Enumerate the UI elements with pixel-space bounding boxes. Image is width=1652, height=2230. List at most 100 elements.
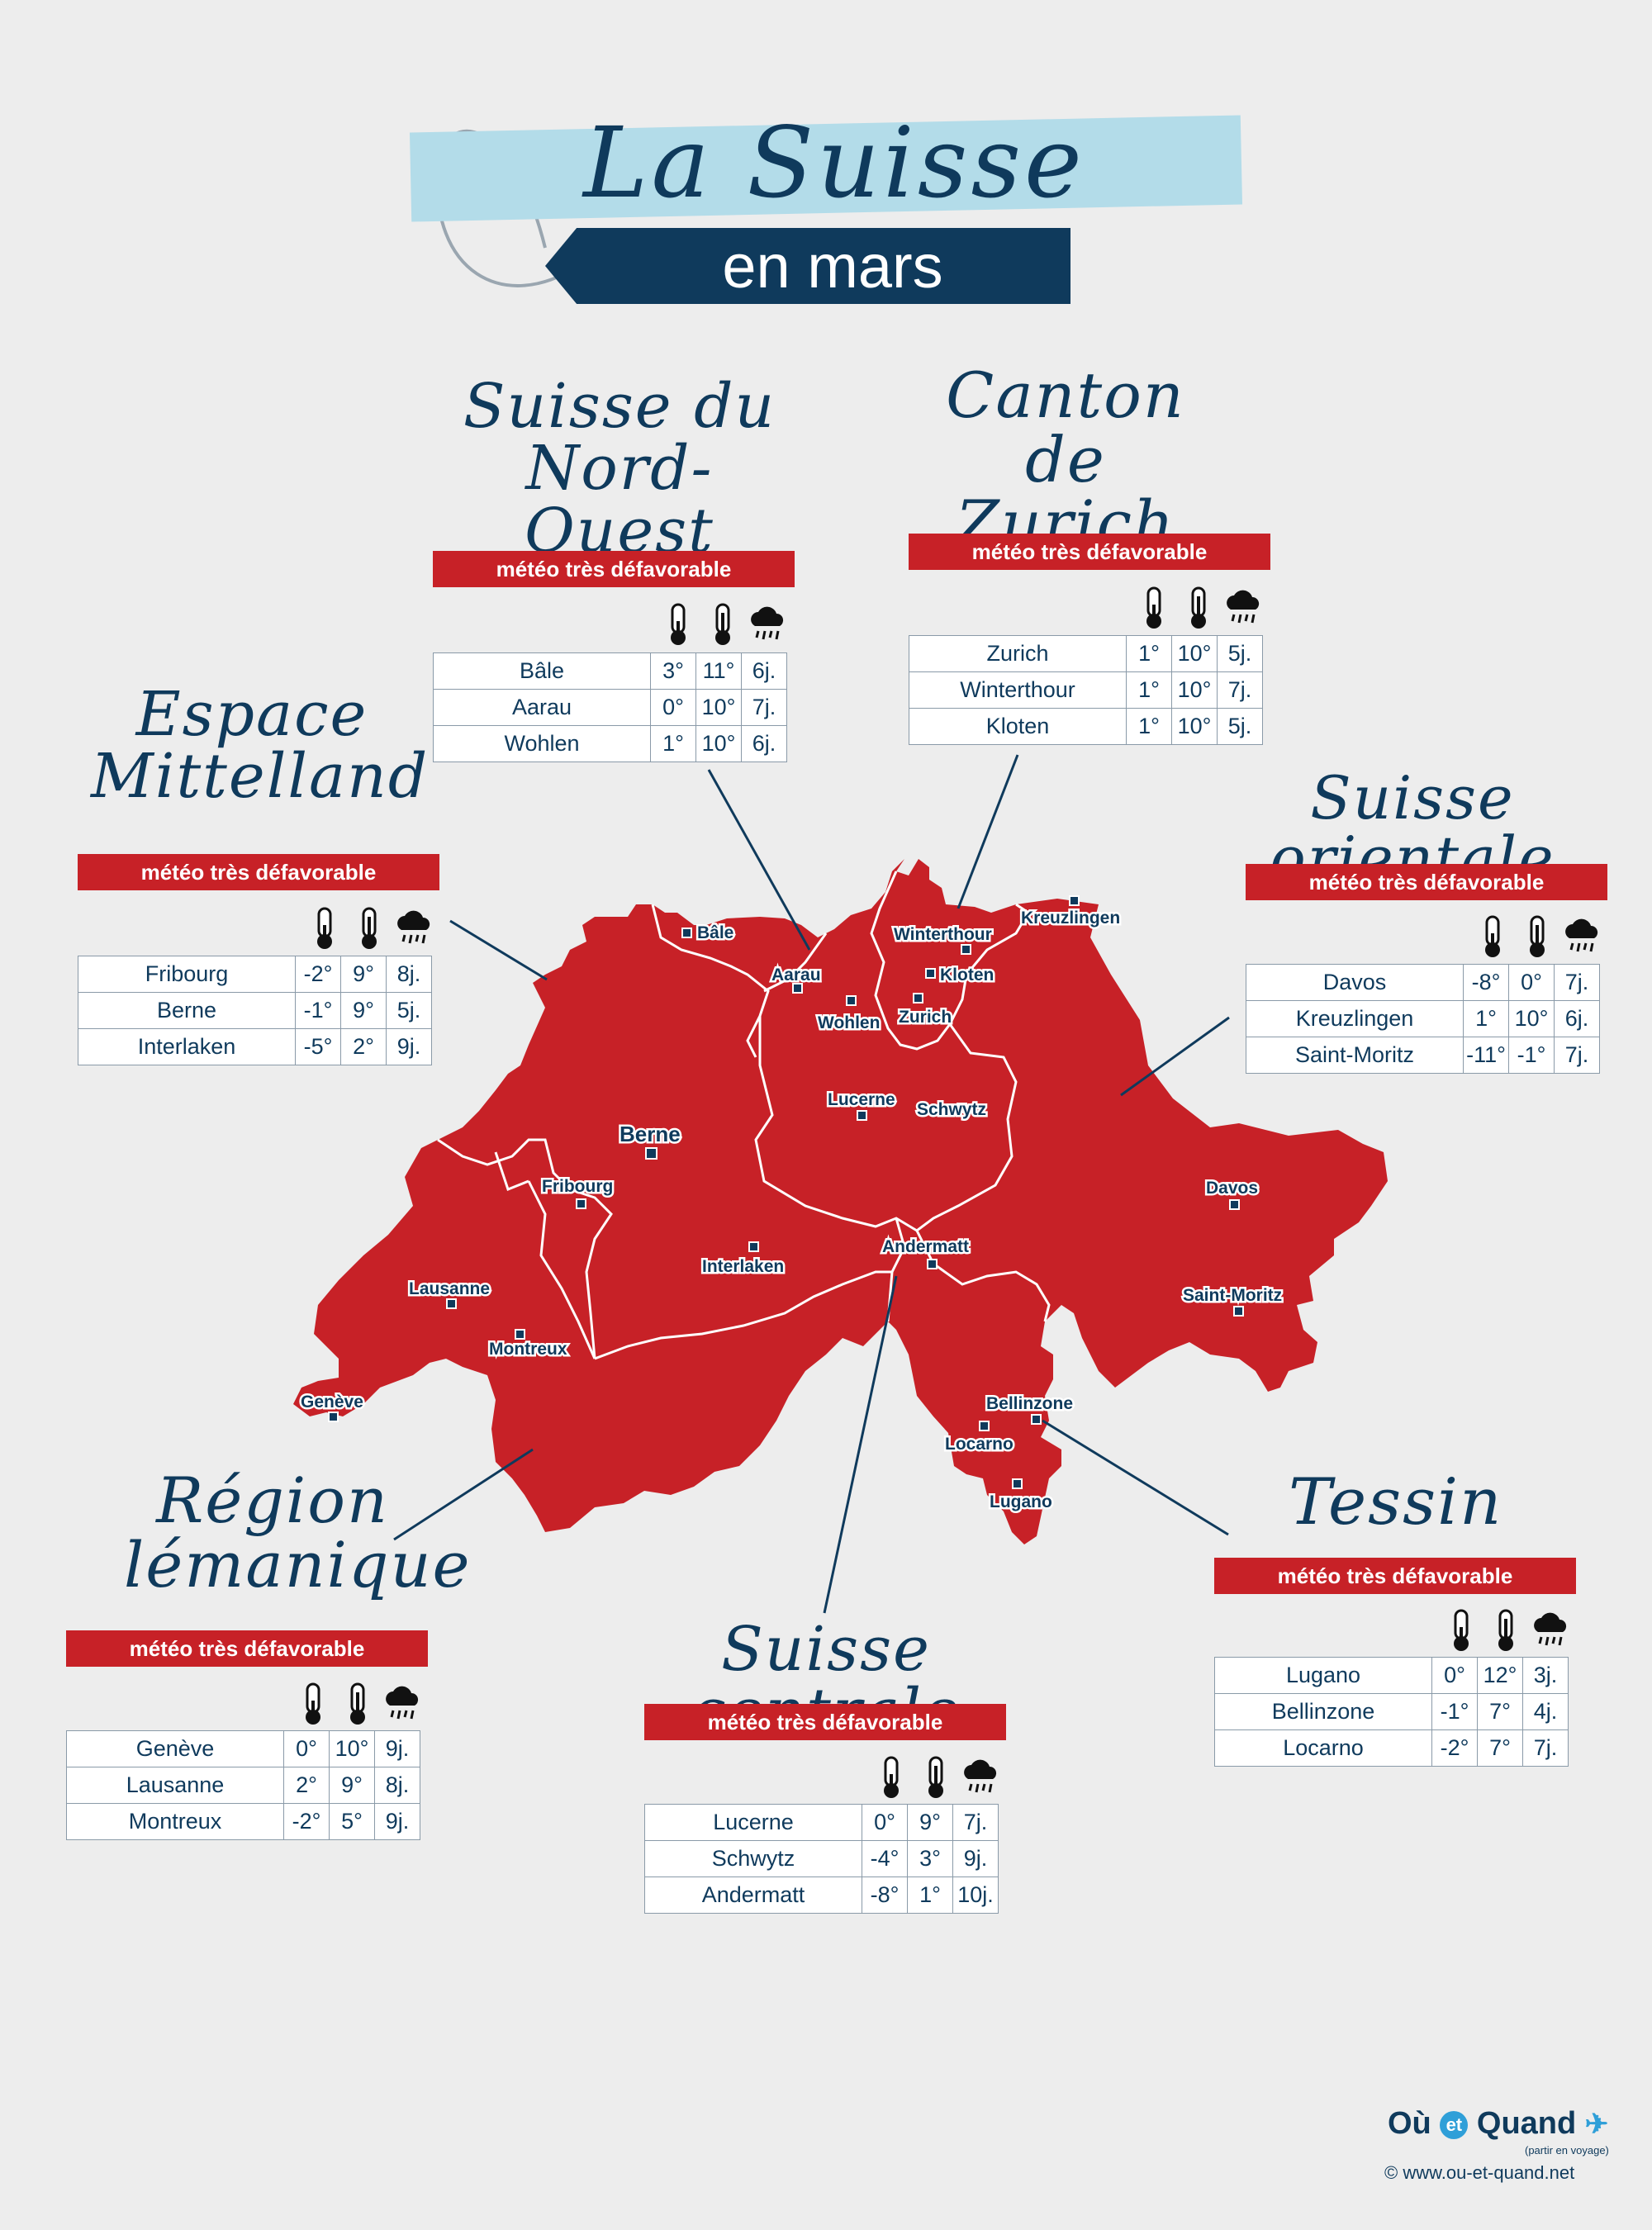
table-row: Andermatt -8° 1° 10j. (644, 1877, 999, 1914)
page-title: La Suisse (583, 106, 1085, 220)
max-cell: 7° (1477, 1729, 1523, 1767)
label-montreux: Montreux (489, 1340, 567, 1359)
fribourg-border (437, 1138, 613, 1359)
rain-cell: 7j. (1554, 1037, 1600, 1074)
marker-wohlen (846, 995, 857, 1006)
thermometer-min-icon (869, 1754, 914, 1801)
label-saint-moritz: Saint-Moritz (1183, 1286, 1282, 1305)
city-labels: Bâle Aarau Wohlen Zurich Winterthour Klo… (299, 907, 1284, 1514)
marker-zurich (913, 993, 923, 1004)
label-bellinzone: Bellinzone (986, 1394, 1073, 1413)
min-cell: 0° (862, 1804, 908, 1841)
city-cell: Berne (78, 992, 296, 1029)
marker-andermatt (927, 1259, 938, 1269)
marker-saint-moritz (1233, 1306, 1244, 1317)
table-row: Saint-Moritz -11° -1° 7j. (1246, 1037, 1600, 1074)
leader-centrale (823, 1275, 898, 1614)
lemanique-border (527, 1180, 892, 1360)
marker-berne (645, 1147, 657, 1160)
max-cell: 10° (329, 1730, 375, 1767)
city-cell: Genève (66, 1730, 284, 1767)
rain-cell: 4j. (1522, 1693, 1569, 1730)
label-zurich: Zurich (899, 1008, 952, 1027)
min-cell: -8° (1463, 964, 1509, 1001)
city-cell: Montreux (66, 1803, 284, 1840)
max-cell: 12° (1477, 1657, 1523, 1694)
max-cell: 10° (695, 725, 742, 762)
icons-nord-ouest (656, 601, 790, 648)
city-cell: Wohlen (433, 725, 651, 762)
region-title-zurich: Canton de Zurich (900, 363, 1231, 556)
rain-cloud-icon (1528, 1607, 1573, 1654)
marker-montreux (515, 1329, 525, 1340)
rain-cloud-icon (1559, 913, 1604, 960)
label-geneve: Genève (301, 1393, 363, 1412)
min-cell: 1° (1126, 635, 1172, 672)
region-title-line1: Suisse du (463, 371, 776, 442)
thermometer-min-icon (291, 1681, 335, 1727)
rain-cell: 8j. (374, 1767, 420, 1804)
label-bale: Bâle (697, 923, 733, 942)
icons-centrale (869, 1754, 1003, 1801)
min-cell: 1° (1126, 671, 1172, 709)
plane-icon: ✈ (1584, 2109, 1609, 2140)
marker-bale (681, 928, 692, 938)
region-title-nord-ouest: Suisse du Nord-Ouest (438, 371, 801, 562)
max-cell: 10° (1171, 671, 1218, 709)
min-cell: -2° (295, 956, 341, 993)
city-cell: Schwytz (644, 1840, 862, 1877)
min-cell: 2° (283, 1767, 330, 1804)
table-row: Interlaken -5° 2° 9j. (78, 1028, 432, 1065)
city-cell: Kreuzlingen (1246, 1000, 1464, 1037)
rain-cell: 3j. (1522, 1657, 1569, 1694)
table-row: Zurich 1° 10° 5j. (909, 635, 1263, 672)
thermometer-max-icon (914, 1754, 958, 1801)
region-title-lemanique: Région lémanique (124, 1468, 472, 1601)
verdict-nord-ouest: météo très défavorable (433, 551, 795, 587)
rain-cell: 8j. (386, 956, 432, 993)
thermometer-min-icon (302, 905, 347, 951)
city-cell: Saint-Moritz (1246, 1037, 1464, 1074)
verdict-lemanique: météo très défavorable (66, 1630, 428, 1667)
label-davos: Davos (1206, 1179, 1258, 1198)
max-cell: 11° (695, 652, 742, 690)
region-title-line2: lémanique (124, 1527, 472, 1601)
thermometer-max-icon (1515, 913, 1559, 960)
min-cell: 3° (650, 652, 696, 690)
max-cell: 10° (1171, 708, 1218, 745)
table-mittelland: Fribourg -2° 9° 8j. Berne -1° 9° 5j. Interlaken -… (78, 956, 432, 1065)
table-row: Berne -1° 9° 5j. (78, 992, 432, 1029)
label-interlaken: Interlaken (702, 1257, 784, 1276)
logo: Où et Quand ✈ (1388, 2106, 1608, 2142)
table-nord-ouest: Bâle 3° 11° 6j. Aarau 0° 10° 7j. Wohlen 1° 10° 6j. (433, 652, 787, 762)
rain-cell: 10j. (952, 1877, 999, 1914)
table-row: Kloten 1° 10° 5j. (909, 708, 1263, 745)
rain-cloud-icon (745, 601, 790, 648)
verdict-orientale: météo très défavorable (1246, 864, 1607, 900)
leader-orientale (1120, 1016, 1230, 1097)
label-aarau: Aarau (771, 966, 821, 985)
city-cell: Aarau (433, 689, 651, 726)
rain-cloud-icon (392, 905, 436, 951)
min-cell: -4° (862, 1840, 908, 1877)
marker-lucerne (857, 1110, 867, 1121)
icons-tessin (1439, 1607, 1573, 1654)
verdict-centrale: météo très défavorable (644, 1704, 1006, 1740)
marker-aarau (792, 983, 803, 994)
city-cell: Andermatt (644, 1877, 862, 1914)
table-row: Kreuzlingen 1° 10° 6j. (1246, 1000, 1600, 1037)
region-title-tessin: Tessin (1289, 1465, 1503, 1540)
table-lemanique: Genève 0° 10° 9j. Lausanne 2° 9° 8j. Montreux -2°… (66, 1730, 420, 1840)
rain-cell: 7j. (1554, 964, 1600, 1001)
nordouest-border (651, 904, 828, 1058)
region-title-line2: Mittelland (91, 741, 430, 813)
table-row: Montreux -2° 5° 9j. (66, 1803, 420, 1840)
table-row: Schwytz -4° 3° 9j. (644, 1840, 999, 1877)
table-row: Bâle 3° 11° 6j. (433, 652, 787, 690)
min-cell: -11° (1463, 1037, 1509, 1074)
rain-cloud-icon (1221, 585, 1265, 631)
rain-cell: 7j. (1522, 1729, 1569, 1767)
thermometer-min-icon (1132, 585, 1176, 631)
subtitle-tag (545, 228, 1070, 304)
city-cell: Zurich (909, 635, 1127, 672)
